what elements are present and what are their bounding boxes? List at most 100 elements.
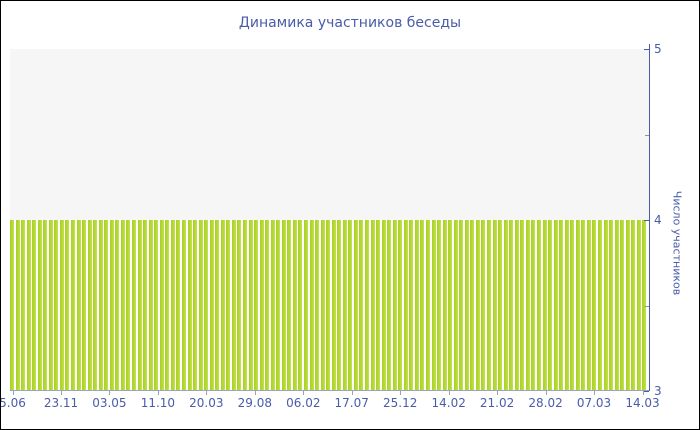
plot-area: 5 4 3 5.06 23.11 03.05 11.10 20.03 29.08 06.02 17… — [1, 42, 662, 410]
bar — [459, 220, 464, 391]
bar — [498, 220, 503, 391]
bar — [320, 220, 325, 391]
bar — [431, 220, 436, 391]
bar — [376, 220, 381, 391]
x-axis-tick-label: 06.02 — [286, 396, 321, 410]
x-axis-tick-label: 25.12 — [383, 396, 418, 410]
bar — [143, 220, 148, 391]
bar — [59, 220, 64, 391]
bar — [237, 220, 242, 391]
bar — [132, 220, 137, 391]
bar — [26, 220, 31, 391]
bar — [204, 220, 209, 391]
x-axis-tick-label: 20.03 — [189, 396, 224, 410]
bar — [453, 220, 458, 391]
bar — [82, 220, 87, 391]
bar — [165, 220, 170, 391]
bar — [448, 220, 453, 391]
bar — [242, 220, 247, 391]
bar — [259, 220, 264, 391]
bars-container — [10, 49, 647, 391]
bar — [231, 220, 236, 391]
y-axis-minor-tick — [645, 305, 649, 307]
bar — [154, 220, 159, 391]
bar — [636, 220, 641, 391]
bar — [65, 220, 70, 391]
bar — [126, 220, 131, 391]
bar — [76, 220, 81, 391]
bar — [603, 220, 608, 391]
x-axis-tick — [206, 391, 208, 395]
bar — [32, 220, 37, 391]
x-axis-tick-label: 14.02 — [431, 396, 466, 410]
bar — [187, 220, 192, 391]
bar — [215, 220, 220, 391]
y-axis-tick — [644, 391, 649, 392]
bar — [281, 220, 286, 391]
bar — [509, 220, 514, 391]
y-axis-tick-label: 4 — [654, 213, 662, 227]
bar — [226, 220, 231, 391]
x-axis-tick-label: 23.11 — [43, 396, 79, 410]
bar — [120, 220, 125, 391]
x-axis-tick-label: 29.08 — [237, 396, 272, 410]
bar — [381, 220, 386, 391]
bar — [464, 220, 469, 391]
bar — [21, 220, 26, 391]
bar — [276, 220, 281, 391]
bar — [137, 220, 142, 391]
y-axis-title: Число участников — [670, 190, 684, 296]
upper-band — [10, 49, 649, 220]
bar — [614, 220, 619, 391]
x-axis-tick-label: 03.05 — [92, 396, 127, 410]
bar — [370, 220, 375, 391]
bar — [15, 220, 20, 391]
x-axis-tick — [594, 391, 595, 395]
bar — [620, 220, 625, 391]
bar — [87, 220, 92, 391]
bar — [270, 220, 275, 391]
bar — [292, 220, 297, 391]
bar — [159, 220, 164, 391]
x-axis-tick — [303, 391, 305, 395]
x-axis-tick-label: 17.07 — [334, 396, 369, 410]
x-axis-tick-label: 07.03 — [576, 396, 612, 410]
bar — [353, 220, 358, 391]
bar — [525, 220, 530, 391]
x-axis-tick — [61, 391, 62, 395]
bar — [625, 220, 630, 391]
x-axis-tick-label: 11.10 — [140, 396, 176, 410]
bar — [93, 220, 98, 391]
bar — [426, 220, 431, 391]
bar — [470, 220, 475, 391]
bar — [609, 220, 614, 391]
bar — [359, 220, 364, 391]
bar — [309, 220, 314, 391]
bar — [98, 220, 103, 391]
bar — [586, 220, 591, 391]
bar — [193, 220, 198, 391]
x-axis-tick — [642, 391, 644, 395]
bar — [403, 220, 408, 391]
bar — [542, 220, 547, 391]
x-axis-line — [10, 390, 650, 391]
bar — [564, 220, 569, 391]
x-axis-tick-label: 5.06 — [0, 396, 26, 410]
bar — [48, 220, 53, 391]
bar — [109, 220, 114, 391]
bar — [437, 220, 442, 391]
bar — [597, 220, 602, 391]
bar — [287, 220, 292, 391]
bar — [442, 220, 447, 391]
x-axis-tick — [400, 391, 402, 395]
bar — [487, 220, 492, 391]
bar — [642, 220, 647, 391]
bar — [342, 220, 347, 391]
bar — [348, 220, 353, 391]
bar — [559, 220, 564, 391]
bar — [326, 220, 331, 391]
bar — [420, 220, 425, 391]
y-axis-tick-label: 3 — [654, 384, 662, 398]
y-axis-tick-label: 5 — [654, 42, 662, 56]
